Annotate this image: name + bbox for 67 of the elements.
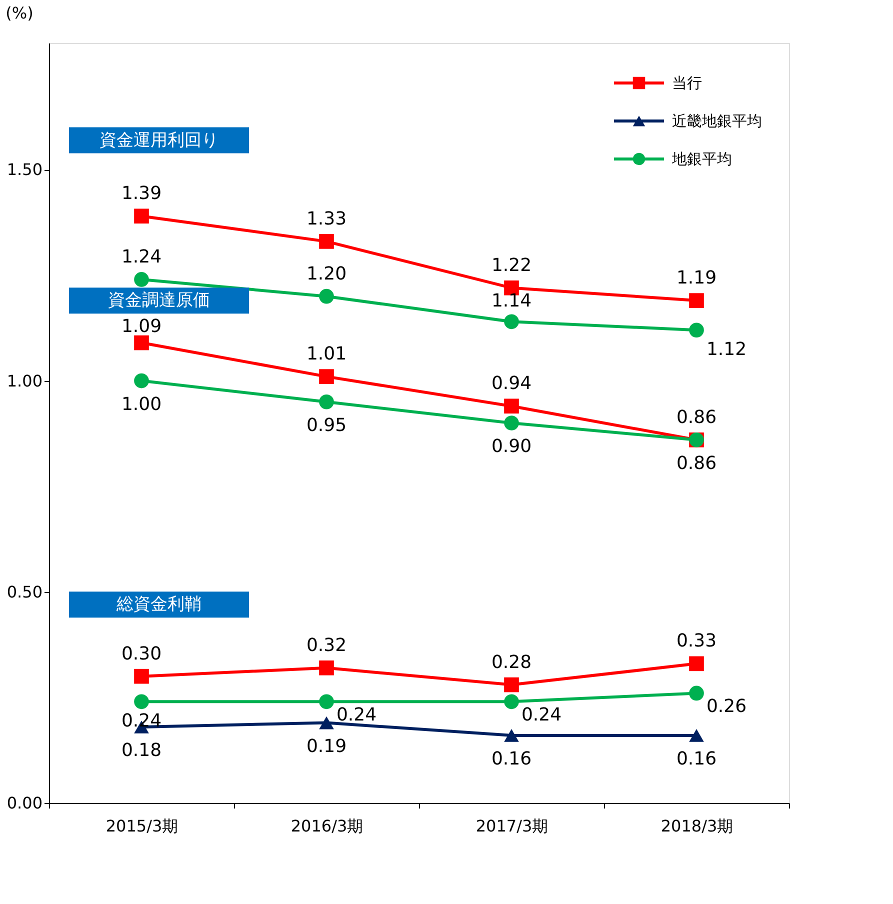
data-label: 1.20 xyxy=(306,263,347,284)
y-axis-title: (%) xyxy=(6,4,34,22)
x-tick-label: 2017/3期 xyxy=(476,816,548,836)
data-label: 0.86 xyxy=(676,406,717,428)
point xyxy=(504,314,519,330)
point xyxy=(689,729,704,742)
point xyxy=(504,677,519,692)
point xyxy=(319,234,334,249)
data-label: 1.01 xyxy=(306,344,347,365)
data-label: 1.24 xyxy=(121,246,162,268)
data-label: 0.24 xyxy=(336,704,377,726)
point xyxy=(319,694,334,710)
point xyxy=(689,322,704,338)
point xyxy=(319,660,334,676)
data-label: 0.24 xyxy=(521,704,562,726)
data-label: 1.22 xyxy=(491,254,532,276)
data-label: 0.95 xyxy=(306,414,347,436)
annotation: 資金運用利回り xyxy=(100,130,218,150)
point xyxy=(504,729,519,742)
data-label: 1.12 xyxy=(706,339,747,360)
y-tick-label: 1.50 xyxy=(6,160,42,180)
point xyxy=(504,398,519,414)
y-tick-label: 0.00 xyxy=(6,794,42,812)
annotation: 資金調達原価 xyxy=(108,290,210,311)
data-label: 0.24 xyxy=(121,710,162,732)
data-label: 0.28 xyxy=(491,652,532,673)
point xyxy=(319,369,334,384)
data-label: 1.14 xyxy=(491,290,532,312)
x-tick-label: 2016/3期 xyxy=(290,816,364,836)
point xyxy=(134,272,149,287)
point xyxy=(319,716,334,730)
legend-label: 地銀平均 xyxy=(671,150,732,168)
point xyxy=(134,694,149,710)
point xyxy=(689,686,704,701)
point xyxy=(504,416,519,430)
y-tick-label: 0.50 xyxy=(6,582,42,602)
annotation: 総資金利鞘 xyxy=(116,594,202,615)
point xyxy=(504,694,519,710)
legend-label: 当行 xyxy=(672,74,702,92)
data-label: 0.33 xyxy=(676,630,717,652)
data-label: 0.18 xyxy=(121,740,162,761)
point xyxy=(134,668,149,684)
point xyxy=(134,335,149,350)
x-tick-label: 2015/3期 xyxy=(106,816,178,836)
data-label: 0.30 xyxy=(121,643,162,664)
data-label: 1.00 xyxy=(121,394,162,415)
data-label: 1.33 xyxy=(306,208,347,230)
point xyxy=(134,208,149,224)
data-label: 0.32 xyxy=(306,634,347,656)
data-label: 0.16 xyxy=(676,748,717,770)
data-label: 0.26 xyxy=(706,696,747,718)
data-label: 1.09 xyxy=(121,316,162,337)
point xyxy=(134,373,149,388)
point xyxy=(319,394,334,410)
data-label: 0.90 xyxy=(491,436,532,457)
data-label: 0.86 xyxy=(676,452,717,474)
data-label: 1.39 xyxy=(121,183,162,204)
point xyxy=(689,293,704,308)
x-tick-label: 2018/3期 xyxy=(660,816,734,836)
y-tick-label: 1.00 xyxy=(6,371,42,390)
legend-label: 近畿地銀平均 xyxy=(672,112,762,130)
data-label: 1.19 xyxy=(676,268,717,289)
data-label: 0.16 xyxy=(491,748,532,770)
point xyxy=(689,656,704,672)
data-label: 0.19 xyxy=(306,736,347,757)
data-label: 0.94 xyxy=(491,373,532,394)
point xyxy=(319,288,334,304)
